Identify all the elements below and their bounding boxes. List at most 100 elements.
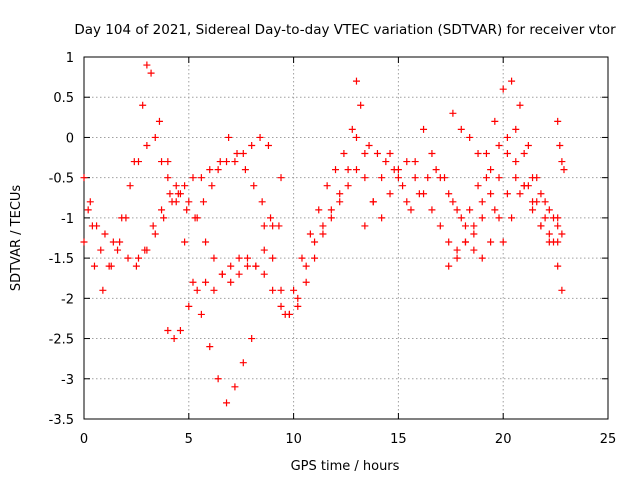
- data-point: [235, 270, 243, 278]
- data-point: [166, 190, 174, 198]
- data-point: [214, 375, 222, 383]
- data-point: [155, 117, 163, 125]
- data-point: [202, 238, 210, 246]
- data-point: [554, 262, 562, 270]
- data-point: [487, 238, 495, 246]
- data-point: [109, 238, 117, 246]
- data-point: [520, 150, 528, 158]
- y-tick-label: -3: [61, 373, 74, 388]
- data-point: [302, 278, 310, 286]
- data-point: [516, 101, 524, 109]
- data-point: [512, 158, 520, 166]
- data-point: [361, 222, 369, 230]
- data-point: [243, 254, 251, 262]
- data-point: [80, 238, 88, 246]
- data-point: [101, 230, 109, 238]
- data-point: [550, 238, 558, 246]
- data-point: [311, 254, 319, 262]
- data-point: [461, 222, 469, 230]
- data-point: [478, 214, 486, 222]
- data-point: [508, 77, 516, 85]
- data-point: [361, 174, 369, 182]
- data-point: [445, 262, 453, 270]
- data-point: [378, 174, 386, 182]
- data-point: [214, 166, 222, 174]
- data-point: [107, 262, 115, 270]
- data-point: [432, 166, 440, 174]
- data-point: [231, 158, 239, 166]
- data-point: [554, 222, 562, 230]
- data-point: [97, 246, 105, 254]
- data-point: [176, 190, 184, 198]
- data-point: [235, 254, 243, 262]
- data-point: [193, 286, 201, 294]
- data-point: [189, 278, 197, 286]
- data-point: [336, 198, 344, 206]
- data-point: [545, 206, 553, 214]
- data-point: [225, 133, 233, 141]
- data-point: [227, 262, 235, 270]
- data-point: [218, 270, 226, 278]
- plot-frame: [83, 56, 609, 420]
- data-point: [151, 230, 159, 238]
- y-axis-label: SDTVAR / TECUs: [9, 185, 24, 292]
- y-tick-label: 1: [66, 51, 74, 66]
- data-point: [189, 174, 197, 182]
- data-point: [172, 182, 180, 190]
- data-point: [512, 174, 520, 182]
- data-point: [199, 198, 207, 206]
- data-point: [269, 222, 277, 230]
- data-point: [185, 198, 193, 206]
- data-point: [453, 246, 461, 254]
- data-point: [202, 278, 210, 286]
- data-point: [327, 206, 335, 214]
- x-tick-label: 25: [600, 432, 617, 447]
- data-point: [545, 230, 553, 238]
- data-point: [294, 294, 302, 302]
- data-point: [126, 182, 134, 190]
- data-point: [453, 254, 461, 262]
- data-point: [223, 399, 231, 407]
- data-point: [503, 150, 511, 158]
- data-point: [239, 150, 247, 158]
- data-point: [208, 182, 216, 190]
- data-point: [520, 182, 528, 190]
- data-point: [248, 335, 256, 343]
- x-tick-label: 5: [185, 432, 193, 447]
- data-point: [311, 238, 319, 246]
- data-point: [495, 214, 503, 222]
- data-point: [529, 198, 537, 206]
- data-point: [495, 174, 503, 182]
- data-point: [558, 158, 566, 166]
- data-point: [436, 174, 444, 182]
- data-point: [411, 158, 419, 166]
- data-point: [86, 198, 94, 206]
- y-tick-label: -2: [61, 292, 74, 307]
- data-point: [210, 254, 218, 262]
- data-point: [258, 198, 266, 206]
- data-point: [267, 214, 275, 222]
- data-point: [216, 158, 224, 166]
- series-sat-d: [134, 133, 369, 318]
- data-point: [541, 198, 549, 206]
- data-point: [243, 262, 251, 270]
- data-point: [239, 359, 247, 367]
- data-point: [160, 214, 168, 222]
- data-point: [529, 174, 537, 182]
- data-point: [164, 158, 172, 166]
- data-point: [139, 101, 147, 109]
- data-point: [124, 254, 132, 262]
- series-sat-c: [84, 133, 283, 294]
- data-point: [436, 222, 444, 230]
- data-point: [365, 141, 373, 149]
- data-point: [373, 150, 381, 158]
- data-point: [352, 166, 360, 174]
- data-point: [357, 101, 365, 109]
- data-point: [88, 222, 96, 230]
- data-point: [503, 133, 511, 141]
- data-point: [294, 302, 302, 310]
- data-point: [449, 198, 457, 206]
- data-point: [558, 286, 566, 294]
- data-point: [499, 238, 507, 246]
